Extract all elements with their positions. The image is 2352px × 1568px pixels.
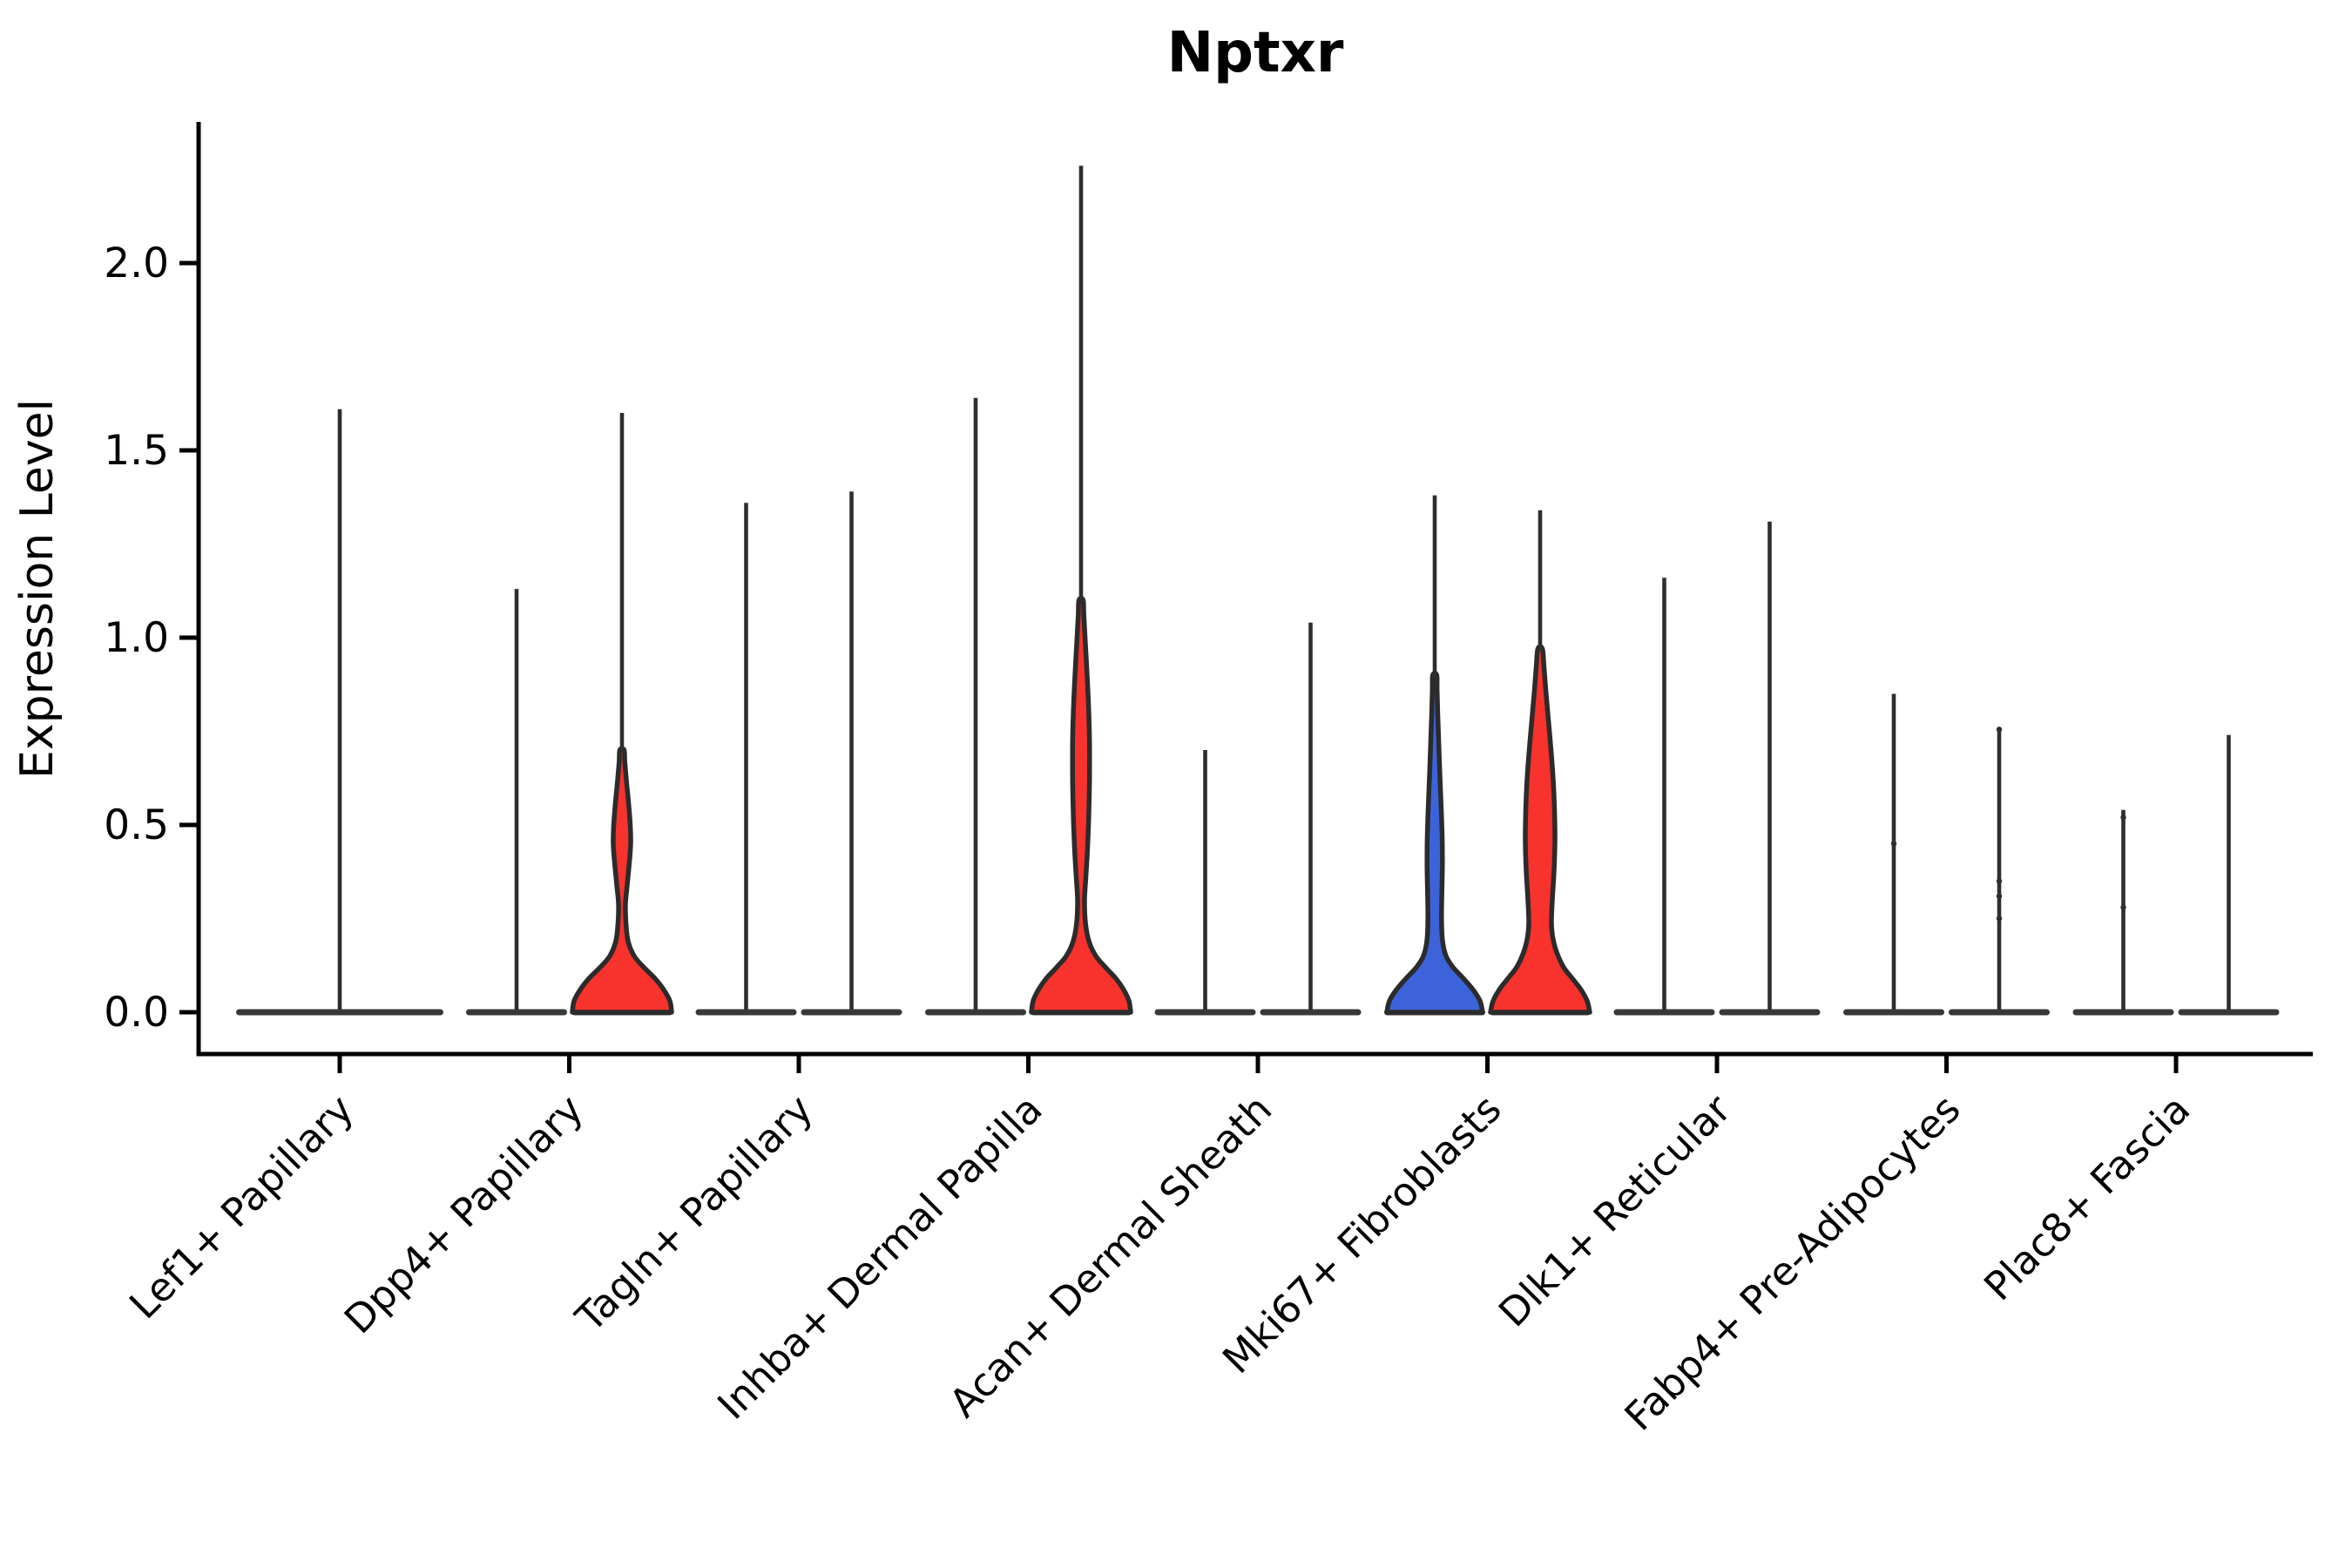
plot-area (236, 166, 2280, 1016)
chart-title: Nptxr (1167, 21, 1344, 85)
violin-body (1384, 671, 1485, 1015)
y-tick-label: 1.5 (104, 427, 169, 475)
cell-point (1996, 893, 2003, 899)
y-tick-label: 2.0 (104, 240, 169, 287)
y-tick-label: 0.5 (104, 801, 169, 849)
cell-point (2120, 904, 2126, 910)
axes (179, 122, 2313, 1073)
x-tick-label: Dlk1+ Reticular (1490, 1085, 1740, 1335)
x-tick-label: Tagln+ Papillary (566, 1085, 821, 1341)
x-tick-label: Lef1+ Papillary (120, 1085, 362, 1328)
violin-body (1488, 644, 1592, 1015)
cell-point (2120, 814, 2126, 821)
cell-point (1996, 878, 2003, 884)
x-tick-label: Plac8+ Fascia (1975, 1085, 2199, 1309)
cell-point (1996, 727, 2003, 733)
cell-point (1890, 841, 1897, 847)
y-tick-label: 0.0 (104, 989, 169, 1037)
y-axis-label: Expression Level (11, 399, 64, 779)
violin-body (570, 746, 674, 1015)
y-tick-label: 1.0 (104, 614, 169, 662)
cell-point (1996, 916, 2003, 922)
violin-body (1029, 596, 1133, 1015)
x-tick-label: Dpp4+ Papillary (335, 1085, 592, 1342)
